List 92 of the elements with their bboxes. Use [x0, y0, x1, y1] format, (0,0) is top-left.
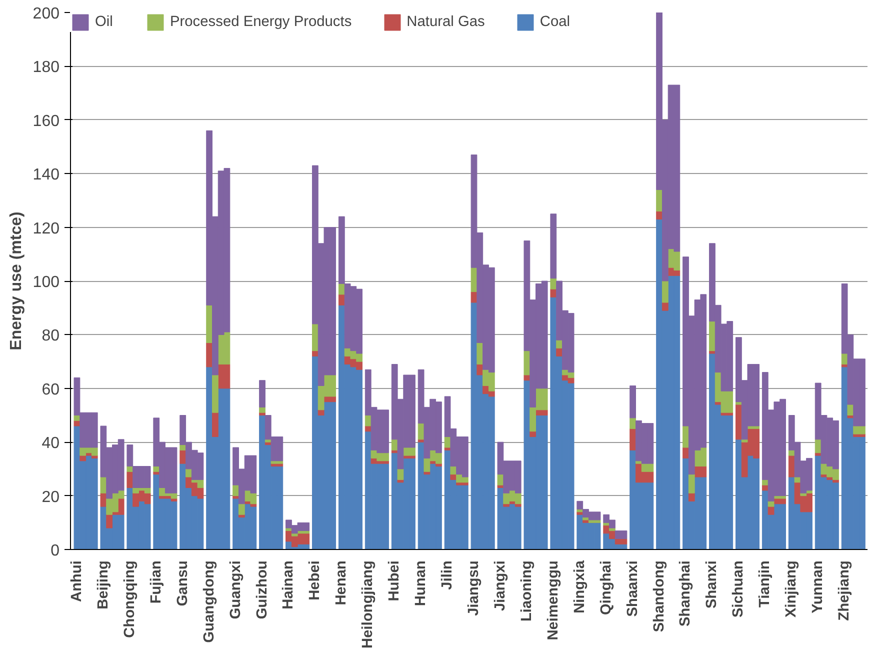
- bar: [524, 350, 530, 376]
- bar: [476, 364, 484, 376]
- x-tick-label: Qinghai: [598, 560, 614, 616]
- x-tick-label: Heilongjiang: [360, 560, 376, 648]
- bar: [180, 450, 186, 464]
- bar: [662, 302, 668, 311]
- bar: [212, 412, 218, 437]
- y-tick-label: 120: [32, 220, 60, 238]
- x-tick-label: Jilin: [440, 560, 456, 590]
- x-tick-label: Shanghai: [678, 560, 694, 626]
- bar: [709, 321, 716, 352]
- legend-label: Processed Energy Products: [170, 14, 352, 30]
- bar: [709, 350, 716, 354]
- y-axis-title: Energy use (mtce): [8, 212, 25, 350]
- x-tick-label: Shaanxi: [624, 560, 641, 617]
- y-tick-label: 80: [42, 328, 60, 345]
- y-tick-label: 60: [42, 381, 60, 398]
- x-tick-label: Neimenggu: [545, 560, 562, 640]
- bar: [735, 402, 742, 405]
- bar: [291, 533, 298, 536]
- y-tick-label: 160: [32, 112, 60, 130]
- bar: [656, 189, 662, 212]
- y-tick-label: 20: [42, 488, 60, 506]
- bar: [476, 342, 484, 364]
- bar: [662, 280, 668, 303]
- y-tick-label: 180: [32, 59, 60, 76]
- bar: [259, 380, 266, 408]
- bar: [682, 426, 689, 448]
- bar: [338, 283, 345, 295]
- bar: [503, 504, 510, 507]
- x-tick-label: Anhui: [68, 560, 85, 602]
- x-tick-label: Jiangsu: [466, 560, 482, 616]
- x-tick-label: Shanxi: [704, 560, 720, 609]
- bar: [550, 278, 557, 290]
- x-tick-label: Liaoning: [518, 560, 535, 622]
- x-tick-label: Ningxia: [572, 560, 588, 614]
- x-tick-label: Guangxi: [228, 560, 244, 620]
- x-tick-label: Hainan: [280, 560, 297, 610]
- bar: [397, 468, 404, 480]
- bar: [100, 476, 107, 494]
- legend-label: Natural Gas: [406, 14, 485, 30]
- y-tick-label: 200: [32, 6, 60, 22]
- bar: [688, 474, 695, 494]
- bar: [636, 460, 642, 464]
- x-tick-label: Chongqing: [122, 560, 138, 638]
- bar: [497, 474, 504, 486]
- bar: [312, 324, 318, 352]
- x-tick-label: Hunan: [413, 560, 430, 606]
- bar: [530, 431, 536, 437]
- bar: [212, 374, 218, 413]
- bar: [126, 471, 134, 488]
- x-tick-label: Sichuan: [730, 560, 747, 618]
- x-tick-label: Beijing: [95, 560, 112, 610]
- x-tick-label: Xinjiang: [784, 560, 800, 618]
- bar: [768, 506, 774, 515]
- x-tick-label: Henan: [334, 560, 350, 606]
- legend-label: Coal: [540, 14, 570, 30]
- x-tick-label: Yunnan: [810, 560, 826, 614]
- x-tick-label: Hubei: [386, 560, 403, 602]
- x-tick-label: Zhejiang: [836, 560, 853, 621]
- bar: [106, 514, 113, 528]
- bar: [100, 492, 107, 507]
- y-tick-label: 0: [50, 542, 60, 560]
- bar: [514, 504, 522, 507]
- y-tick-label: 100: [32, 274, 60, 291]
- bar: [768, 500, 774, 507]
- legend-label: Oil: [95, 14, 114, 30]
- x-tick-label: Guangdong: [201, 560, 218, 643]
- x-tick-label: Jiangxi: [492, 560, 508, 612]
- bar: [206, 304, 213, 344]
- bar: [741, 439, 748, 442]
- x-tick-label: Tianjin: [757, 560, 774, 608]
- bar: [259, 406, 266, 413]
- bar: [688, 492, 695, 502]
- bar: [470, 291, 478, 303]
- bar: [470, 267, 478, 292]
- bar: [238, 504, 245, 515]
- x-tick-label: Hebei: [307, 560, 324, 600]
- bar: [550, 214, 557, 279]
- x-tick-label: Guizhou: [254, 560, 270, 620]
- bar: [735, 404, 742, 440]
- x-tick-label: Gansu: [174, 560, 191, 606]
- y-tick-label: 40: [42, 435, 60, 452]
- y-tick-label: 140: [32, 166, 60, 184]
- bar: [630, 385, 636, 418]
- bar: [630, 418, 636, 429]
- bar: [630, 428, 636, 450]
- bar: [318, 410, 324, 416]
- x-tick-label: Shandong: [651, 560, 668, 632]
- bar: [250, 504, 257, 507]
- bar: [206, 342, 213, 368]
- x-tick-label: Fujian: [148, 560, 164, 604]
